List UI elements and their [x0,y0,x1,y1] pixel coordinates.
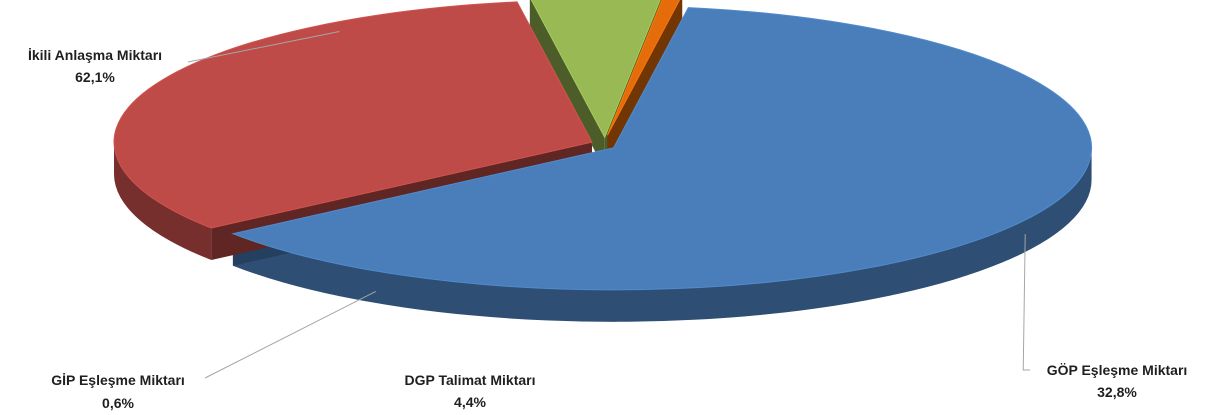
leader-ikili [187,31,340,63]
label-gop: GÖP Eşleşme Miktarı 32,8% [1047,362,1188,400]
slice-rim-ikili [232,147,1092,322]
slice-rim-gop [114,142,212,261]
slice-name-gop: GÖP Eşleşme Miktarı [1047,362,1188,378]
label-dgp: DGP Talimat Miktarı 4,4% [405,372,536,410]
slice-ikili [231,7,1093,291]
slice-name-ikili: İkili Anlaşma Miktarı [28,47,162,63]
slice-name-gip: GİP Eşleşme Miktarı [51,372,185,388]
slice-value-gip: 0,6% [102,395,134,411]
label-ikili: İkili Anlaşma Miktarı 62,1% [28,47,162,85]
leader-gop [1022,234,1030,371]
leader-gip [204,290,376,379]
slice-value-dgp: 4,4% [454,394,486,410]
slice-cut-dgp-0 [529,0,605,170]
slice-name-dgp: DGP Talimat Miktarı [405,372,536,388]
slice-gop [113,1,593,229]
label-gip: GİP Eşleşme Miktarı 0,6% [51,372,185,411]
slice-gip [607,0,681,136]
slice-value-ikili: 62,1% [75,69,115,85]
leader-lines [187,31,1030,379]
slice-top-layer [113,0,1093,291]
slice-value-gop: 32,8% [1097,384,1137,400]
slice-dgp [530,0,661,139]
